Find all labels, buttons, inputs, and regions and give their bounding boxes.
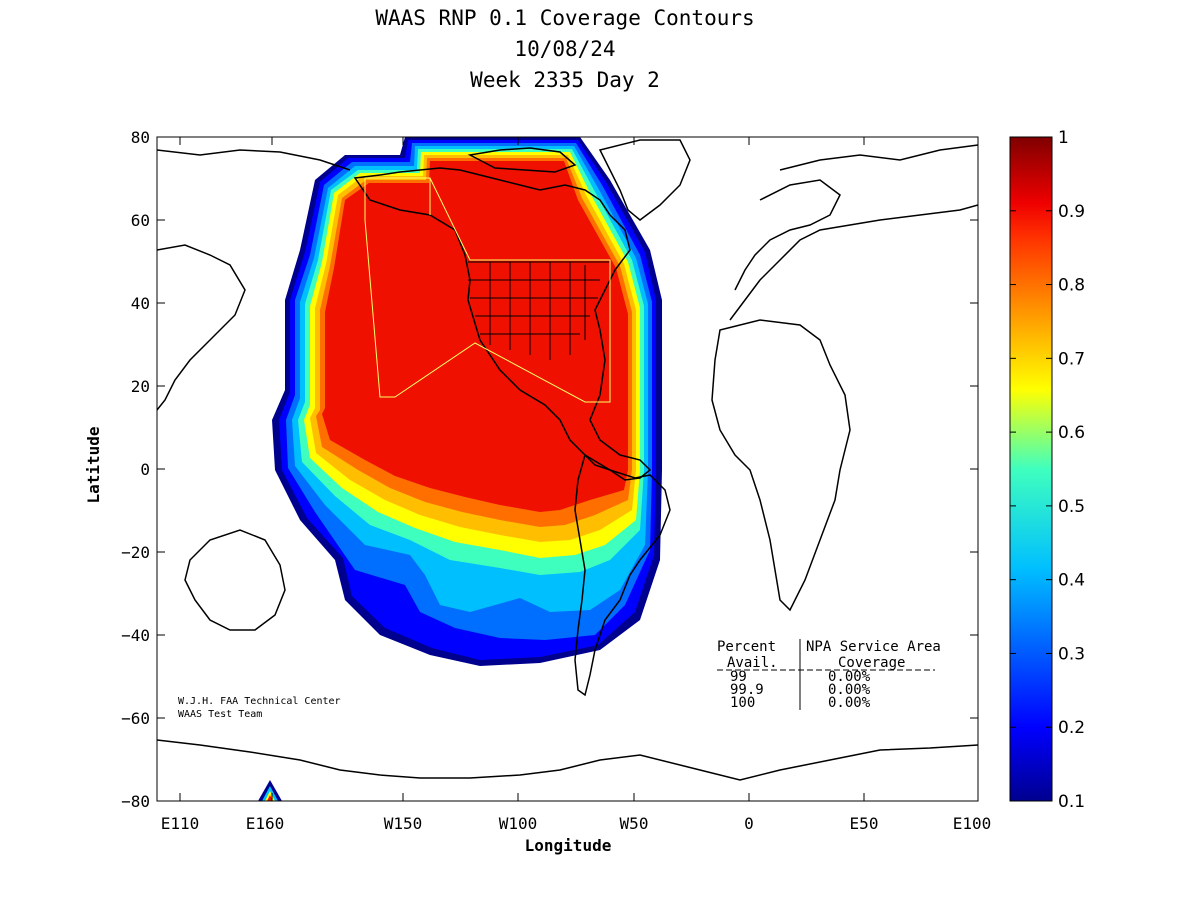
coast-south-america <box>574 453 671 697</box>
y-axis-label: Latitude <box>84 426 103 503</box>
y-tick-label: −60 <box>121 709 150 728</box>
table-row-coverage: 0.00% <box>828 695 871 711</box>
y-tick-label: 20 <box>131 377 150 396</box>
credit-line-2: WAAS Test Team <box>178 709 262 720</box>
credit-line-1: W.J.H. FAA Technical Center <box>178 696 341 707</box>
coast-north-america <box>353 167 652 481</box>
coast-africa <box>711 319 851 612</box>
colorbar-tick-label: 1 <box>1058 128 1069 148</box>
service-area-outline <box>364 177 611 403</box>
x-tick-labels: E110 E160 W150 W100 W50 0 E50 E100 <box>161 814 992 833</box>
x-tick-label: W150 <box>384 814 423 833</box>
colorbar-ticks: 1 0.9 0.8 0.7 0.6 0.5 0.4 0.3 0.2 0.1 <box>1010 128 1085 812</box>
table-row-avail: 100 <box>730 695 755 711</box>
y-tick-label: 0 <box>140 460 150 479</box>
y-tick-label: 40 <box>131 294 150 313</box>
chart-title: WAAS RNP 0.1 Coverage Contours <box>375 6 755 30</box>
x-tick-label: W50 <box>620 814 649 833</box>
colorbar-tick-label: 0.3 <box>1058 644 1085 664</box>
coastlines <box>157 139 978 781</box>
y-tick-marks <box>157 136 978 802</box>
coast-east-asia <box>157 244 246 411</box>
table-row-coverage: 0.00% <box>828 669 871 685</box>
colorbar <box>1009 136 1053 802</box>
y-tick-label: 80 <box>131 128 150 147</box>
x-tick-label: 0 <box>744 814 754 833</box>
y-tick-label: −20 <box>121 543 150 562</box>
coast-greenland <box>598 139 691 221</box>
table-header-avail: Avail. <box>727 655 778 671</box>
colorbar-tick-label: 0.8 <box>1058 276 1085 296</box>
coast-arctic-islands <box>467 147 577 173</box>
colorbar-tick-label: 0.1 <box>1058 792 1085 812</box>
table-row-avail: 99 <box>730 669 747 685</box>
colorbar-tick-label: 0.5 <box>1058 497 1085 517</box>
x-tick-marks <box>179 137 979 801</box>
x-tick-label: W100 <box>499 814 538 833</box>
y-tick-label: −80 <box>121 792 150 811</box>
chart-week: Week 2335 Day 2 <box>470 68 660 92</box>
y-tick-label: 60 <box>131 211 150 230</box>
x-axis-label: Longitude <box>525 836 612 855</box>
x-tick-label: E50 <box>850 814 879 833</box>
table-header-percent: Percent <box>717 639 776 655</box>
chart-date: 10/08/24 <box>514 37 616 61</box>
y-tick-label: −40 <box>121 626 150 645</box>
y-tick-labels: 80 60 40 20 0 −20 −40 −60 −80 <box>121 128 150 811</box>
coast-australia <box>184 529 286 631</box>
coast-europe <box>729 179 978 321</box>
table-header-npa: NPA Service Area <box>806 639 941 655</box>
x-tick-label: E160 <box>246 814 285 833</box>
table-row-avail: 99.9 <box>730 682 764 698</box>
coast-antarctica <box>157 739 978 781</box>
contour-0.9 <box>322 161 628 512</box>
x-tick-label: E110 <box>161 814 200 833</box>
coverage-table: Percent NPA Service Area Avail. Coverage… <box>717 639 941 711</box>
colorbar-tick-label: 0.9 <box>1058 202 1085 222</box>
table-header-coverage: Coverage <box>838 655 905 671</box>
us-states <box>468 261 610 360</box>
table-row-coverage: 0.00% <box>828 682 871 698</box>
x-tick-label: E100 <box>953 814 992 833</box>
coast-siberia <box>157 144 978 171</box>
colorbar-tick-label: 0.7 <box>1058 349 1085 369</box>
colorbar-tick-label: 0.6 <box>1058 423 1085 443</box>
colorbar-tick-label: 0.4 <box>1058 571 1085 591</box>
colorbar-tick-label: 0.2 <box>1058 718 1085 738</box>
